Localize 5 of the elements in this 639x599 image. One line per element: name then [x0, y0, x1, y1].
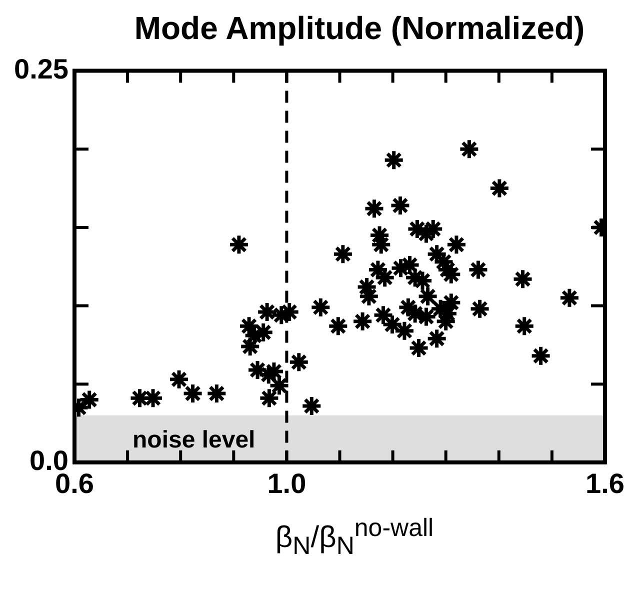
y-tick-label: 0.25 [14, 54, 68, 85]
band-label: noise level [132, 426, 256, 454]
x-tick-label: 1.0 [267, 468, 306, 499]
chart-title: Mode Amplitude (Normalized) [133, 9, 586, 48]
x-tick-label: 1.6 [586, 468, 624, 499]
